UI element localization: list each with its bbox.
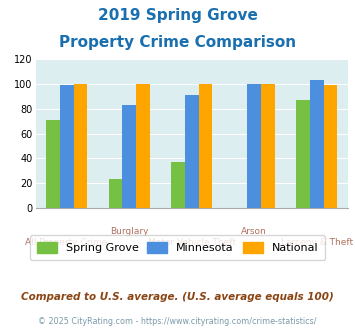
Bar — [122, 105, 136, 208]
Bar — [261, 84, 275, 208]
Bar — [247, 84, 261, 208]
Bar — [171, 162, 185, 208]
Bar — [73, 84, 87, 208]
Bar — [185, 95, 198, 208]
Text: Arson: Arson — [241, 227, 267, 236]
Bar — [109, 180, 122, 208]
Text: Burglary: Burglary — [110, 227, 148, 236]
Legend: Spring Grove, Minnesota, National: Spring Grove, Minnesota, National — [30, 235, 325, 260]
Bar — [60, 85, 73, 208]
Text: Larceny & Theft: Larceny & Theft — [280, 239, 353, 248]
Text: All Property Crime: All Property Crime — [26, 239, 108, 248]
Bar — [323, 85, 337, 208]
Bar — [198, 84, 212, 208]
Text: Motor Vehicle Theft: Motor Vehicle Theft — [148, 239, 236, 248]
Bar — [310, 81, 323, 208]
Text: Compared to U.S. average. (U.S. average equals 100): Compared to U.S. average. (U.S. average … — [21, 292, 334, 302]
Bar — [46, 120, 60, 208]
Bar — [136, 84, 150, 208]
Text: 2019 Spring Grove: 2019 Spring Grove — [98, 8, 257, 23]
Text: Property Crime Comparison: Property Crime Comparison — [59, 35, 296, 50]
Text: © 2025 CityRating.com - https://www.cityrating.com/crime-statistics/: © 2025 CityRating.com - https://www.city… — [38, 317, 317, 326]
Bar — [296, 100, 310, 208]
